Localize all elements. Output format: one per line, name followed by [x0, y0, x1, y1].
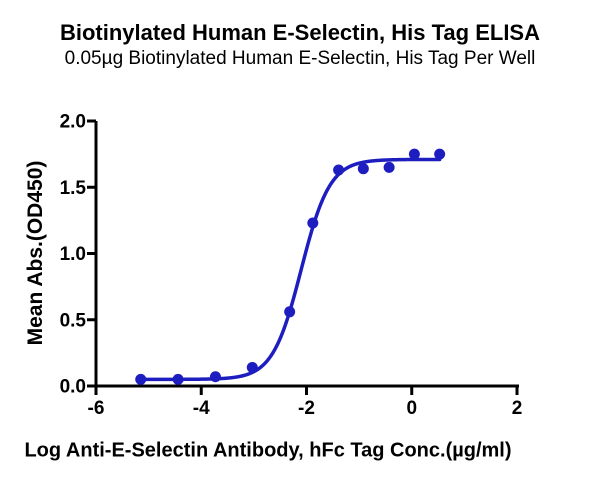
y-axis-tick-label: 0.0: [60, 377, 86, 398]
data-point: [172, 373, 184, 385]
x-axis-tick-label: -6: [88, 398, 105, 419]
chart-title: Biotinylated Human E-Selectin, His Tag E…: [59, 20, 540, 45]
x-axis-tick-label: -4: [193, 398, 210, 419]
x-axis-title: Log Anti-E-Selectin Antibody, hFc Tag Co…: [24, 439, 512, 462]
x-axis-tick-label: 2: [512, 398, 523, 419]
data-point: [135, 373, 147, 385]
data-point: [383, 161, 395, 173]
y-axis-tick-label: 1.0: [60, 244, 86, 265]
chart-subtitle: 0.05µg Biotinylated Human E-Selectin, Hi…: [64, 48, 536, 69]
data-point: [434, 148, 446, 160]
data-point: [333, 164, 345, 176]
fit-curve: [138, 157, 442, 382]
y-axis-tick-label: 2.0: [60, 112, 86, 133]
data-point: [357, 163, 369, 175]
data-point: [408, 148, 420, 160]
x-axis-tick-label: 0: [406, 398, 417, 419]
data-point: [209, 371, 221, 383]
y-axis-tick-label: 1.5: [60, 178, 87, 199]
data-point: [307, 217, 319, 229]
axis-spines: [94, 121, 519, 388]
x-axis-tick-label: -2: [298, 398, 315, 419]
data-point: [246, 361, 258, 373]
data-point: [284, 306, 296, 318]
y-axis-tick-label: 0.5: [60, 310, 87, 331]
